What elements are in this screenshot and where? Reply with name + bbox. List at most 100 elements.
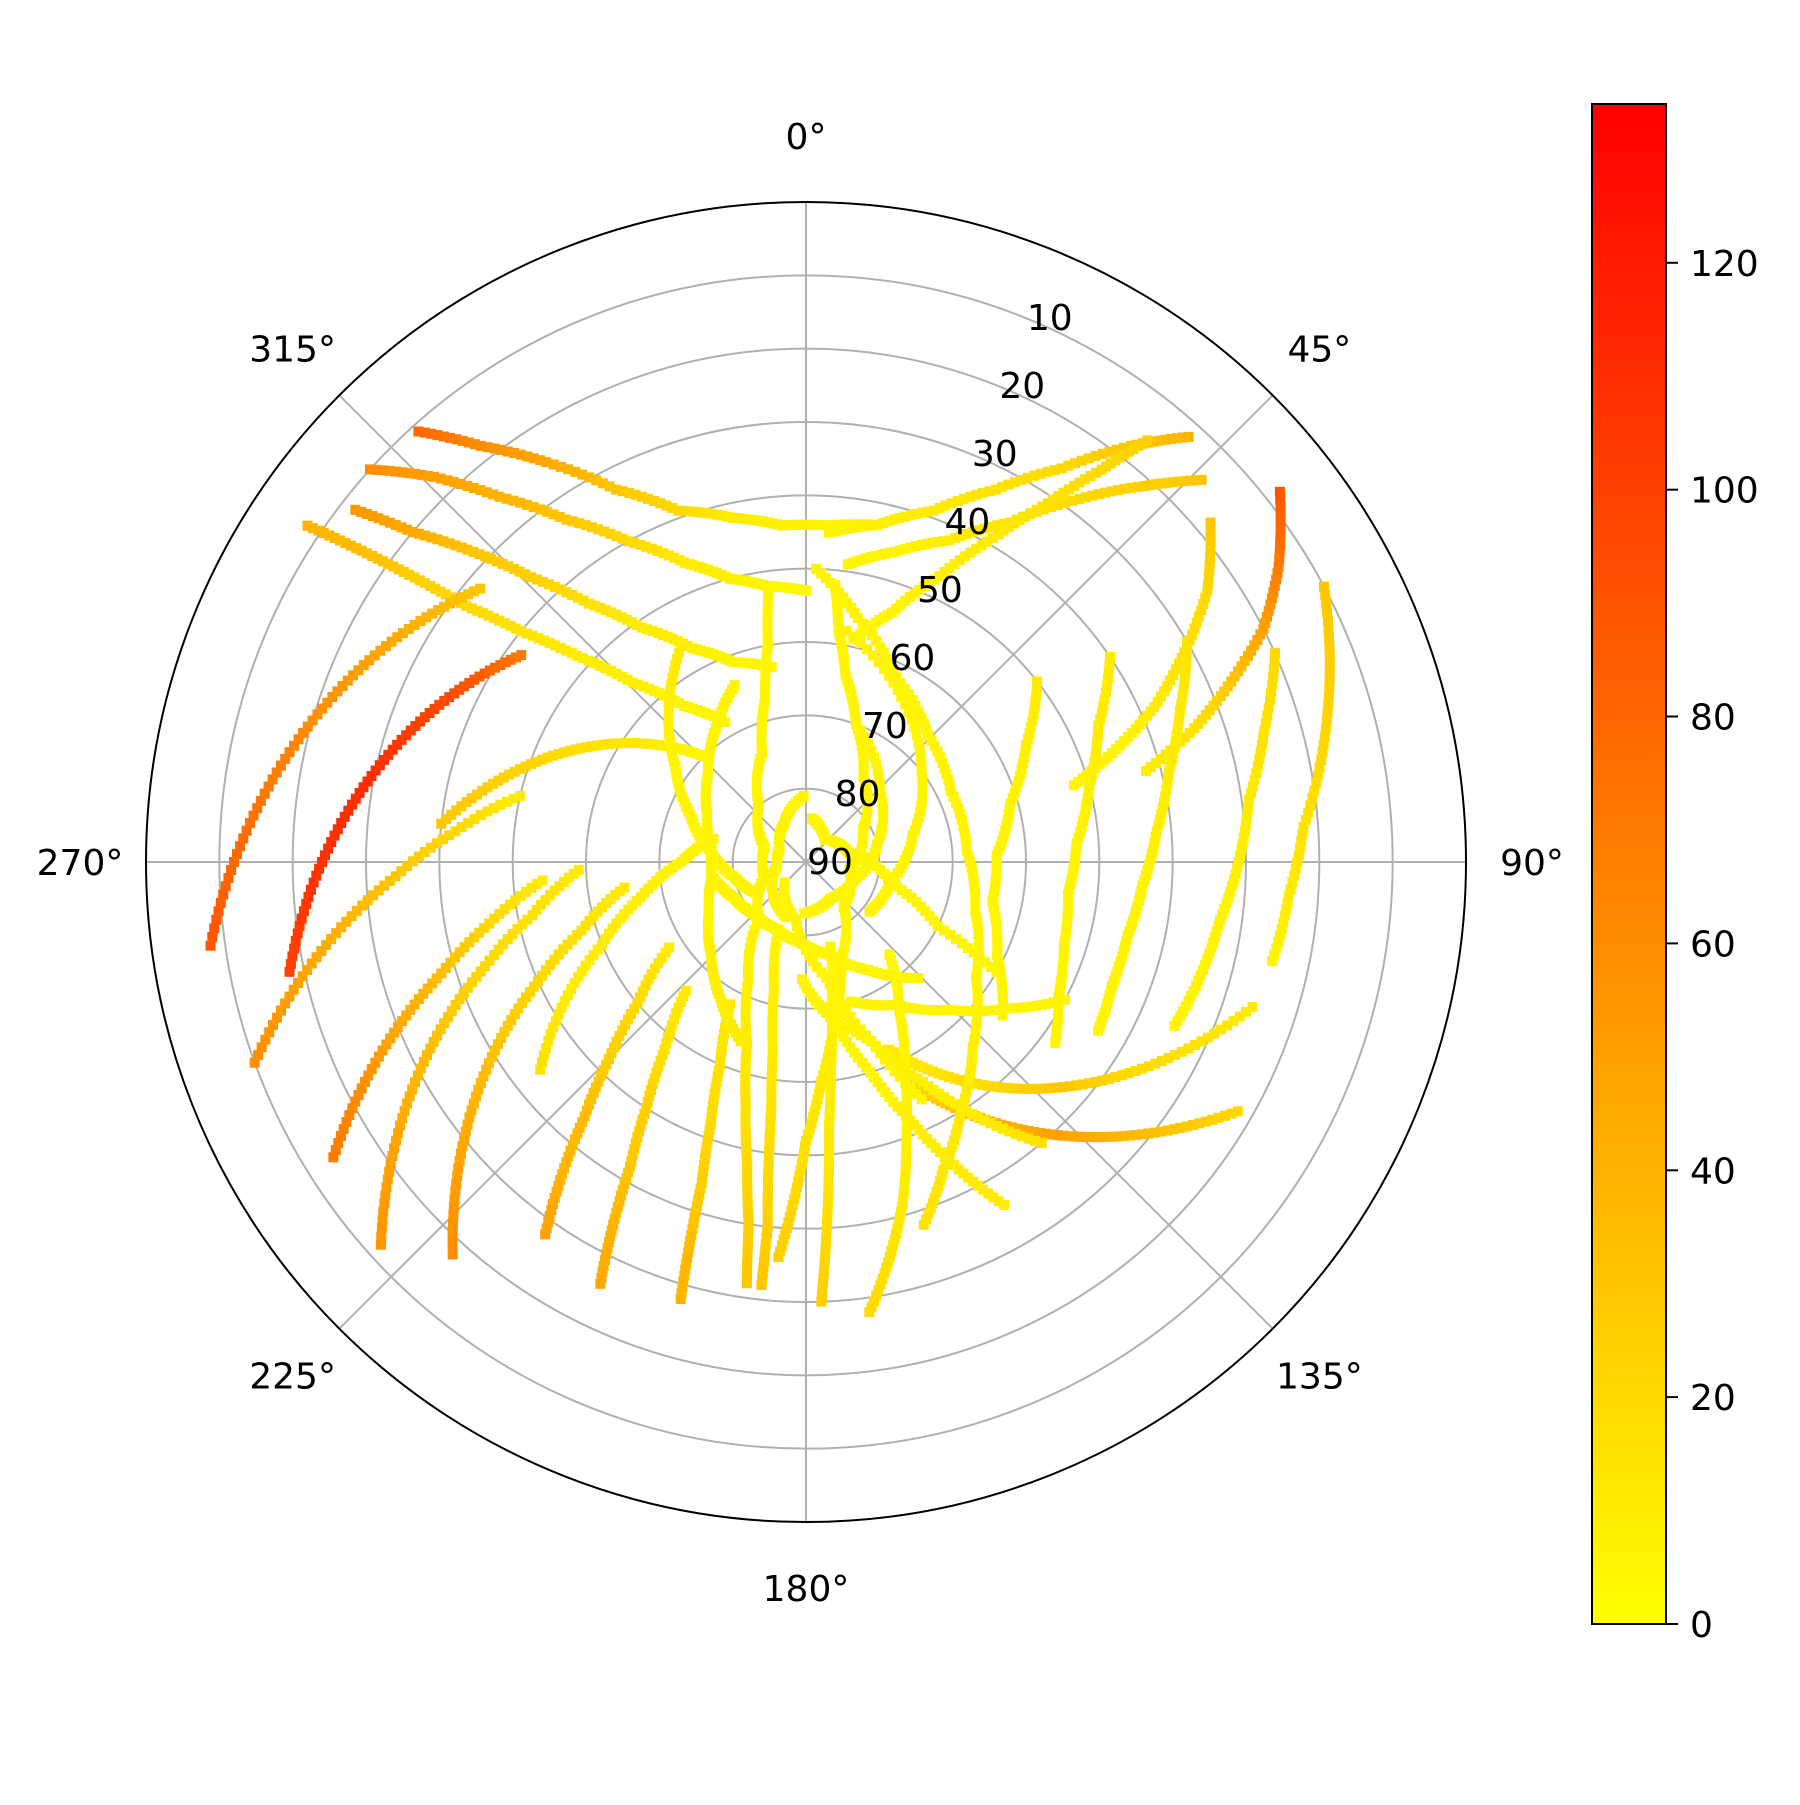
histogram-cell xyxy=(402,861,413,872)
histogram-cell xyxy=(858,761,869,772)
histogram-cell xyxy=(288,984,299,995)
histogram-cell xyxy=(954,555,965,566)
histogram-cell xyxy=(1052,499,1063,510)
histogram-cell xyxy=(961,1106,972,1116)
histogram-cell xyxy=(889,1234,900,1245)
histogram-cell xyxy=(696,1177,707,1188)
histogram-cell xyxy=(1137,880,1148,891)
histogram-cell xyxy=(629,1143,640,1154)
histogram-cell xyxy=(676,1288,687,1299)
histogram-cell xyxy=(854,729,865,740)
histogram-cell xyxy=(766,1098,777,1108)
histogram-cell xyxy=(435,1024,446,1035)
histogram-cell xyxy=(351,543,362,554)
histogram-cell xyxy=(464,678,475,688)
histogram-cell xyxy=(1048,494,1059,505)
histogram-cell xyxy=(820,1249,831,1260)
histogram-cell xyxy=(804,1123,815,1134)
histogram-cell xyxy=(377,1045,388,1056)
histogram-cell xyxy=(929,741,940,752)
histogram-cell xyxy=(535,1064,546,1075)
histogram-cell xyxy=(764,1145,775,1155)
histogram-cell xyxy=(1228,1016,1239,1026)
histogram-cell xyxy=(1275,539,1286,550)
histogram-cell xyxy=(1217,909,1228,920)
histogram-cell xyxy=(879,1268,890,1279)
histogram-cell xyxy=(710,1083,721,1094)
histogram-cell xyxy=(555,643,566,653)
histogram-cell xyxy=(623,1014,633,1025)
histogram-cell xyxy=(1205,524,1216,535)
histogram-cell xyxy=(403,468,414,479)
histogram-cell xyxy=(412,1070,423,1081)
histogram-cell xyxy=(846,996,857,1007)
histogram-cell xyxy=(1160,791,1171,802)
histogram-cell xyxy=(740,1012,751,1023)
histogram-cell xyxy=(455,479,466,489)
histogram-cell xyxy=(535,504,546,515)
histogram-cell xyxy=(366,771,377,781)
histogram-cell xyxy=(825,1078,836,1089)
angle-tick-label-270: 270° xyxy=(37,843,124,884)
histogram-cell xyxy=(762,1221,773,1232)
histogram-cell xyxy=(1162,477,1173,488)
histogram-cell xyxy=(1141,765,1151,776)
histogram-cell xyxy=(1103,1073,1114,1084)
histogram-cell xyxy=(390,871,401,882)
histogram-cell xyxy=(1016,764,1027,775)
histogram-cell xyxy=(815,1082,826,1093)
histogram-cell xyxy=(413,426,424,437)
histogram-cell xyxy=(543,1036,554,1047)
histogram-cell xyxy=(957,938,967,949)
histogram-cell xyxy=(649,496,660,506)
histogram-cell xyxy=(347,799,357,810)
histogram-cell xyxy=(663,704,674,715)
histogram-cell xyxy=(333,1138,344,1148)
histogram-cell xyxy=(293,734,304,745)
histogram-cell xyxy=(1089,757,1100,768)
histogram-cell xyxy=(1181,644,1192,655)
histogram-cell xyxy=(725,999,736,1010)
histogram-cell xyxy=(938,925,949,936)
histogram-cell xyxy=(907,973,918,984)
histogram-cell xyxy=(641,1103,652,1113)
histogram-cell xyxy=(699,1154,710,1165)
angular-tick-labels: 0°45°90°135°180°225°270°315° xyxy=(37,117,1564,1610)
histogram-cell xyxy=(740,1129,751,1140)
histogram-cell xyxy=(1175,705,1185,716)
histogram-cell xyxy=(825,1072,836,1083)
histogram-cell xyxy=(762,1227,773,1238)
histogram-cell xyxy=(766,1080,777,1091)
histogram-cell xyxy=(415,616,426,627)
histogram-cell xyxy=(823,1184,834,1195)
histogram-cell xyxy=(1111,444,1122,455)
histogram-cell xyxy=(1093,489,1104,500)
histogram-cell xyxy=(664,698,674,709)
histogram-cell xyxy=(1064,1081,1075,1092)
histogram-cell xyxy=(932,746,943,757)
histogram-cell xyxy=(1171,730,1182,741)
histogram-cell xyxy=(1002,1003,1013,1014)
histogram-cell xyxy=(790,1188,801,1199)
histogram-cell xyxy=(824,1046,835,1057)
histogram-cell xyxy=(1022,734,1033,744)
histogram-cell xyxy=(910,824,920,835)
histogram-cell xyxy=(979,523,990,534)
histogram-cell xyxy=(1182,637,1193,647)
histogram-cell xyxy=(1149,1127,1160,1138)
histogram-cell xyxy=(923,1208,934,1219)
histogram-cell xyxy=(1265,599,1276,610)
histogram-cell xyxy=(1007,1083,1018,1094)
histogram-cell xyxy=(1042,466,1053,477)
histogram-cell xyxy=(983,1188,994,1199)
histogram-cell xyxy=(819,1255,830,1266)
histogram-cell xyxy=(1025,508,1036,519)
histogram-cell xyxy=(1023,1133,1034,1144)
histogram-cell xyxy=(691,1200,702,1211)
histogram-cell xyxy=(298,906,309,917)
histogram-cell xyxy=(858,756,869,767)
histogram-cell xyxy=(970,899,981,910)
histogram-cell xyxy=(871,1290,882,1301)
histogram-cell xyxy=(1097,1075,1108,1086)
histogram-cell xyxy=(742,1236,753,1247)
